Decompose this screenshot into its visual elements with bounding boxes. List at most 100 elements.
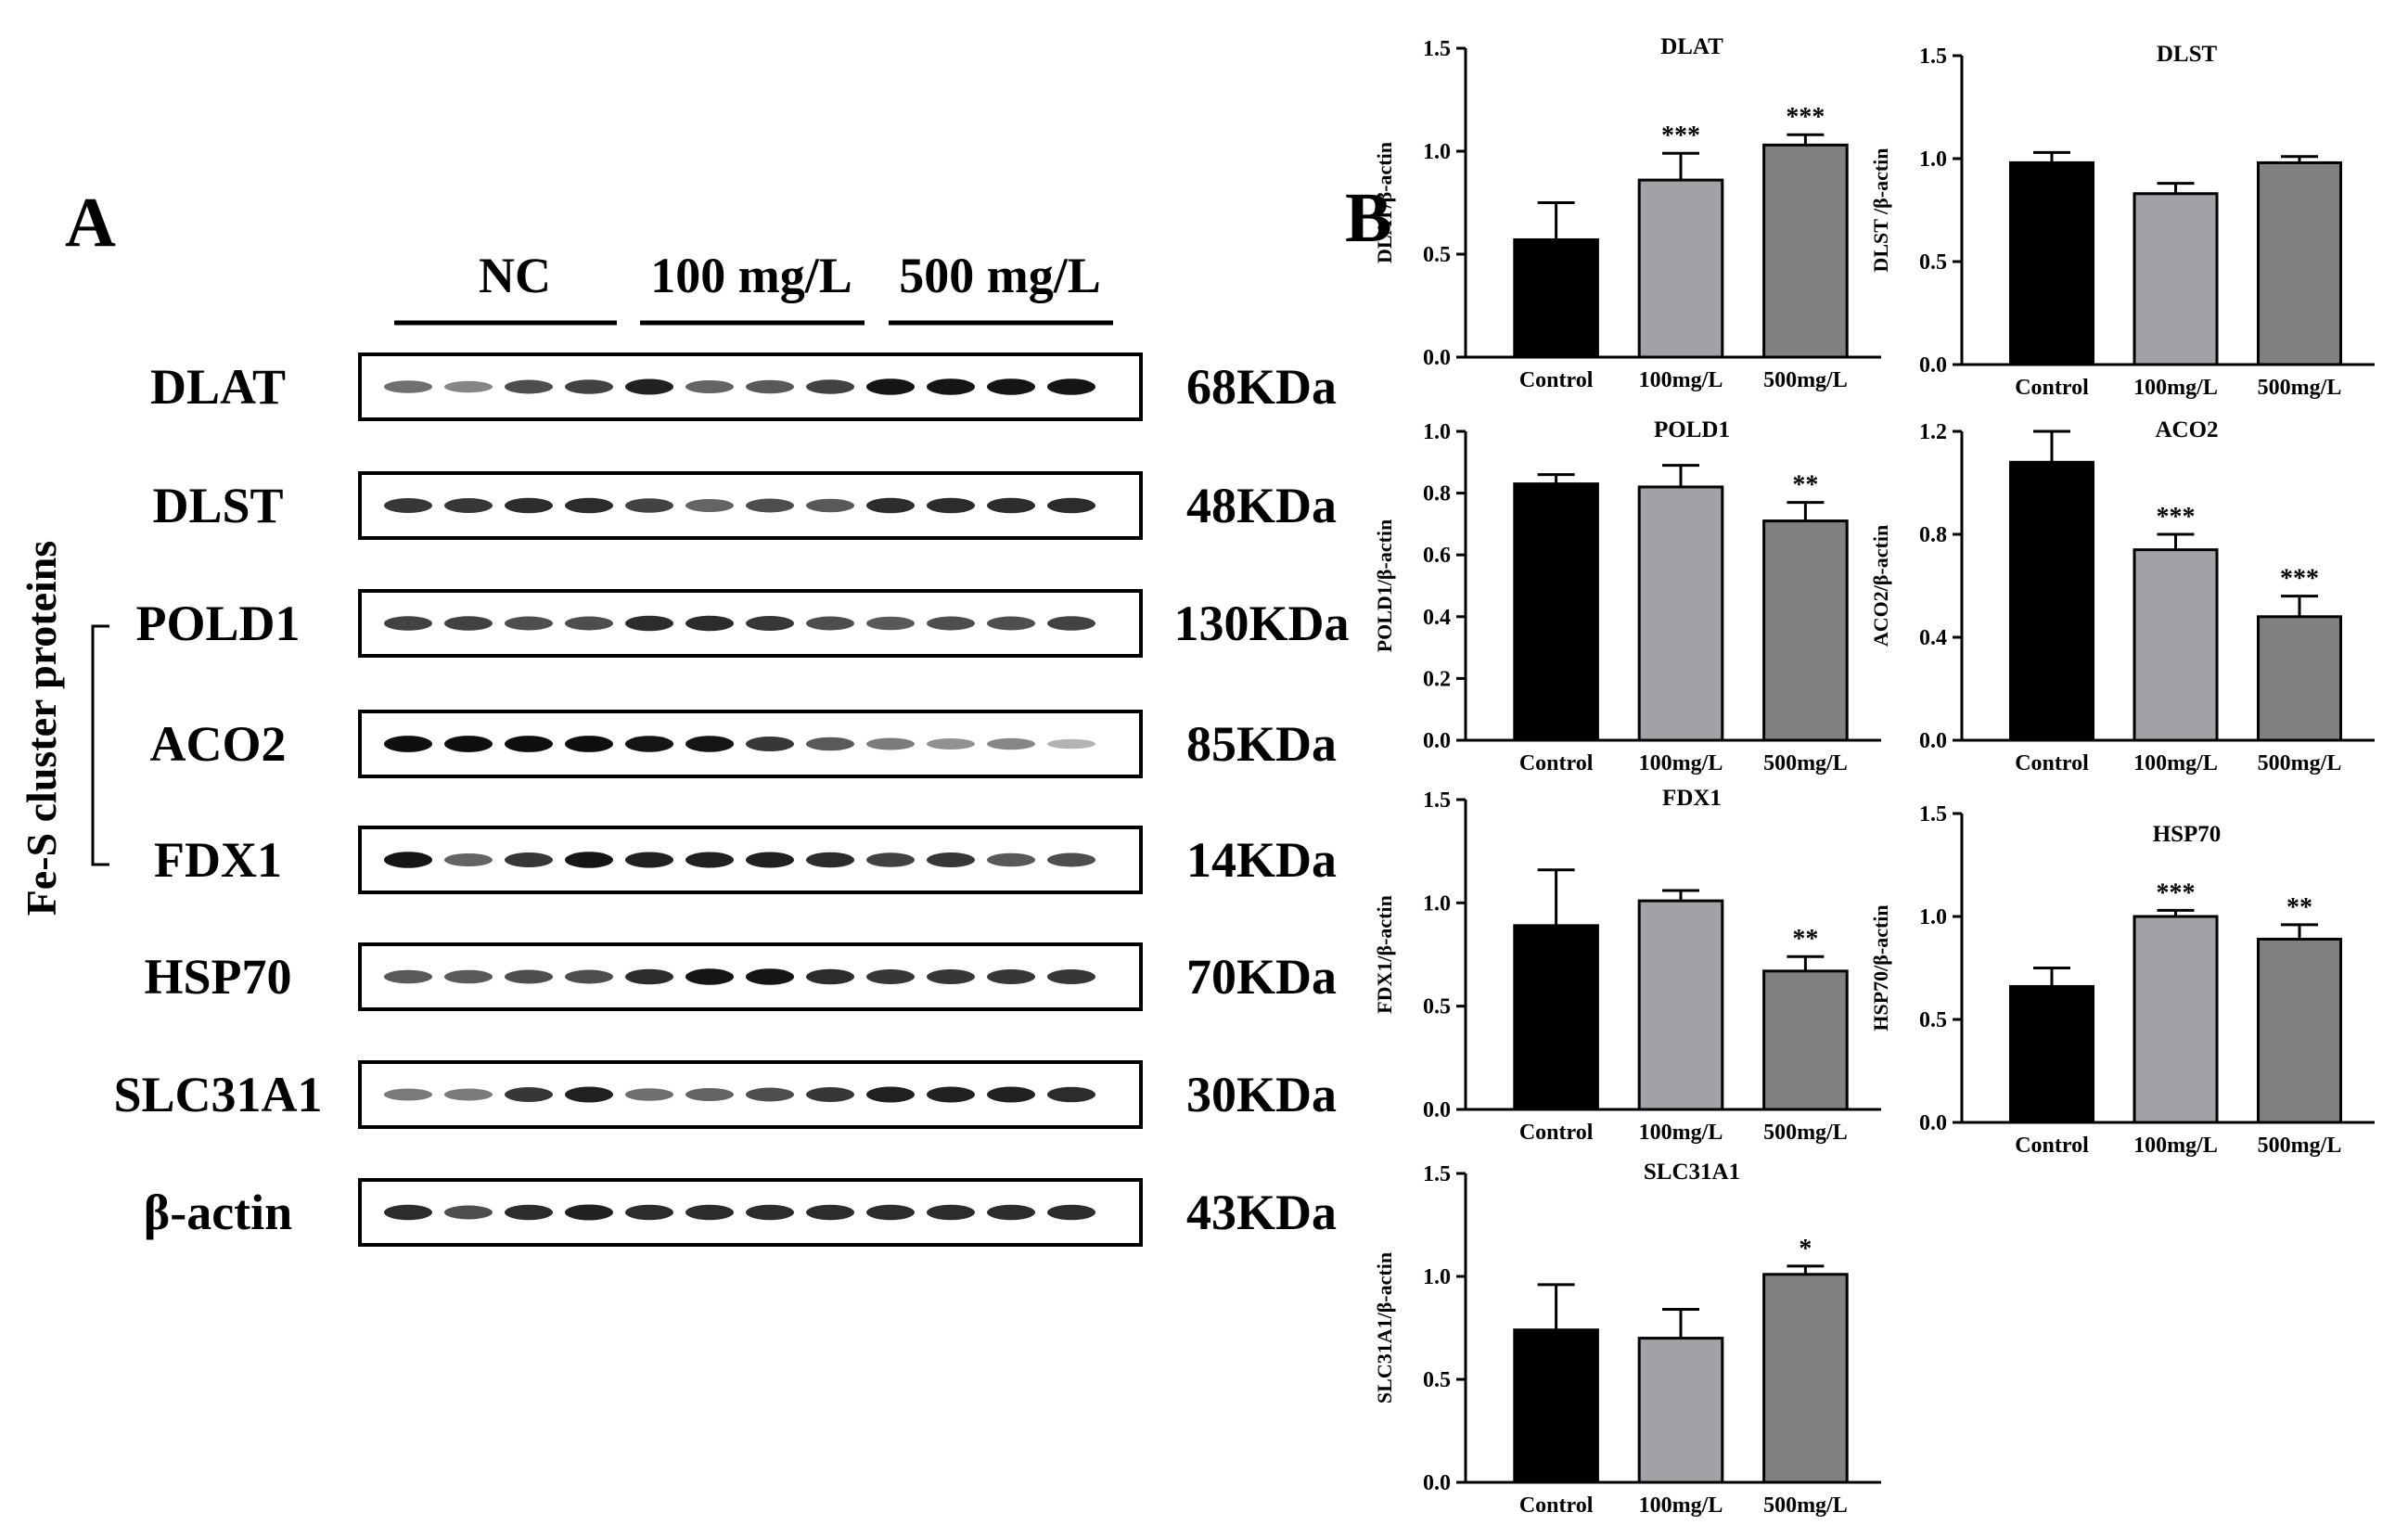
significance-mark: *** xyxy=(2157,503,2196,532)
blot-band xyxy=(625,1088,673,1101)
fe-s-bracket xyxy=(91,624,109,866)
blot-band xyxy=(987,852,1035,867)
bar xyxy=(1762,1273,1849,1484)
blot-band xyxy=(1047,1204,1095,1221)
blot-band xyxy=(1047,616,1095,631)
blot-band xyxy=(505,497,553,514)
molecular-weight-label: 68KDa xyxy=(1186,359,1337,415)
panel-a-letter: A xyxy=(65,184,116,262)
x-tick-label: 100mg/L xyxy=(1639,1121,1723,1145)
blot-row: FDX1 14KDa xyxy=(154,826,1337,894)
blot-band xyxy=(746,1204,794,1221)
blot-band xyxy=(625,852,673,868)
chart-dlst: 0.0 0.5 1.0 1.5 DLST DLST /β-actin Control 100m… xyxy=(1869,42,2375,400)
blot-band xyxy=(444,1205,493,1220)
x-tick-label: 100mg/L xyxy=(1639,1493,1723,1518)
blot-band xyxy=(866,852,915,867)
y-tick-label: 1.5 xyxy=(1423,788,1451,813)
x-tick-label: Control xyxy=(1519,1493,1594,1518)
blot-band xyxy=(444,853,493,866)
y-tick-label: 1.0 xyxy=(1423,1265,1451,1289)
blot-band xyxy=(746,1087,794,1102)
y-tick-label: 1.0 xyxy=(1919,147,1947,172)
blot-rows: DLAT 68KDa DLST 48KDa POLD1 130KDa ACO2 85KDa FD… xyxy=(113,352,1350,1247)
molecular-weight-label: 130KDa xyxy=(1174,596,1350,651)
blot-band xyxy=(1047,497,1095,514)
blot-band xyxy=(565,736,613,752)
y-tick-label: 0.5 xyxy=(1423,995,1451,1019)
blot-band xyxy=(384,852,432,868)
blot-band xyxy=(625,968,673,985)
chart-aco2: 0.0 0.4 0.8 1.2 ACO2 ACO2/β-actin Control *** 10… xyxy=(1869,417,2375,775)
bar-charts: 0.00.51.01.5 DLATDLAT/β-actinControl***10… xyxy=(1373,34,2375,1518)
blot-band xyxy=(746,379,794,394)
bar xyxy=(2257,615,2342,742)
panel-b: B 0.00.51.01.5 DLATDLAT/β-actinControl***… xyxy=(1345,34,2375,1518)
y-tick-label: 0.6 xyxy=(1423,544,1451,568)
x-tick-label: 500mg/L xyxy=(2258,1134,2342,1158)
significance-mark: ** xyxy=(1792,925,1818,954)
blot-band xyxy=(565,969,613,984)
y-tick-label: 1.5 xyxy=(1919,802,1947,827)
y-tick-label: 1.0 xyxy=(1919,905,1947,929)
chart-title: HSP70 xyxy=(2153,822,2222,847)
blot-band xyxy=(866,737,915,750)
chart-title: POLD1 xyxy=(1654,417,1730,442)
y-tick-label: 1.2 xyxy=(1919,420,1947,444)
blot-band xyxy=(806,852,854,868)
bar xyxy=(2133,548,2219,742)
bar xyxy=(1637,899,1724,1111)
blot-band xyxy=(927,497,975,514)
bar xyxy=(1637,485,1724,742)
y-tick-label: 0.5 xyxy=(1423,243,1451,267)
y-tick-label: 0.8 xyxy=(1919,523,1947,547)
significance-mark: ** xyxy=(1792,471,1818,500)
blot-band xyxy=(806,616,854,631)
blot-band xyxy=(1047,378,1095,395)
x-tick-label: Control xyxy=(1519,1121,1594,1145)
bar xyxy=(2133,192,2219,366)
blot-band xyxy=(806,1087,854,1102)
blot-band xyxy=(866,969,915,984)
y-tick-label: 0.2 xyxy=(1423,667,1451,691)
blot-band xyxy=(746,616,794,631)
blot-band xyxy=(625,1204,673,1221)
panel-b-letter: B xyxy=(1345,179,1392,257)
blot-band xyxy=(927,1086,975,1103)
significance-mark: *** xyxy=(2157,878,2196,907)
y-tick-label: 0.0 xyxy=(1423,729,1451,753)
bar xyxy=(1762,969,1849,1111)
blot-band xyxy=(625,378,673,395)
y-tick-label: 0.4 xyxy=(1919,626,1947,650)
blot-band xyxy=(505,736,553,752)
blot-band xyxy=(987,378,1035,395)
x-tick-label: Control xyxy=(2015,376,2089,400)
fe-s-side-label: Fe-S cluster proteins xyxy=(18,541,65,916)
blot-band xyxy=(444,498,493,513)
bar xyxy=(2257,160,2342,366)
x-tick-label: Control xyxy=(2015,751,2089,775)
blot-band xyxy=(927,378,975,395)
blot-band xyxy=(384,1088,432,1101)
blot-band xyxy=(806,1204,854,1221)
blot-band xyxy=(565,616,613,631)
blot-band xyxy=(987,1204,1035,1221)
blot-band xyxy=(746,737,794,751)
group-headers: NC 100 mg/L 500 mg/L xyxy=(394,248,1113,326)
y-tick-label: 0.0 xyxy=(1919,729,1947,753)
bar xyxy=(2009,160,2094,366)
group-label: 500 mg/L xyxy=(899,248,1101,303)
blot-row: HSP70 70KDa xyxy=(144,942,1337,1011)
blot-band xyxy=(565,852,613,868)
y-tick-label: 0.0 xyxy=(1423,346,1451,370)
chart-pold1: 0.0 0.2 0.4 0.6 0.8 1.0 POLD1 POLD1/β-actin Cont… xyxy=(1373,417,1881,775)
panel-a: A Fe-S cluster proteins NC 100 mg/L 500 mg… xyxy=(18,184,1350,1247)
blot-row: POLD1 130KDa xyxy=(135,589,1350,658)
blot-band xyxy=(927,1204,975,1221)
blot-band xyxy=(505,852,553,867)
bar xyxy=(1637,178,1724,359)
y-tick-label: 0.0 xyxy=(1919,353,1947,378)
blot-band xyxy=(866,616,915,631)
x-tick-label: Control xyxy=(2015,1134,2089,1158)
